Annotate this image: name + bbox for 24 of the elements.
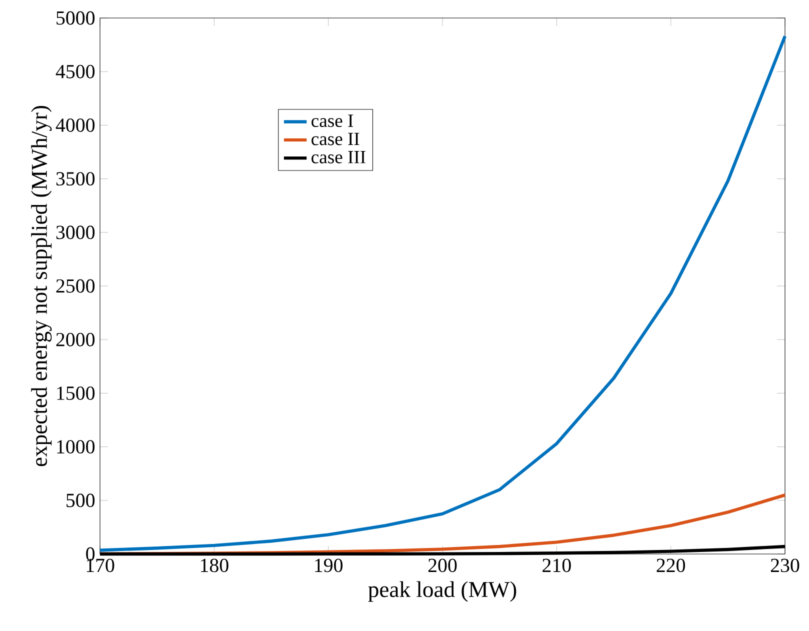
y-tick-label: 1500 xyxy=(57,386,95,400)
y-tick-label: 2000 xyxy=(56,332,95,346)
y-tick-label: 3000 xyxy=(56,226,95,240)
x-tick-label: 230 xyxy=(770,558,800,572)
y-tick-label: 1000 xyxy=(57,440,95,454)
y-tick-label: 500 xyxy=(66,494,95,508)
legend-label: case II xyxy=(312,132,360,146)
y-tick-label: 2500 xyxy=(56,279,95,293)
x-tick-label: 200 xyxy=(428,558,457,572)
x-tick-label: 190 xyxy=(315,558,343,572)
y-tick-label: 0 xyxy=(86,547,95,561)
x-tick-label: 210 xyxy=(542,558,571,572)
y-tick-label: 5000 xyxy=(56,11,95,25)
y-tick-label: 3500 xyxy=(56,172,95,186)
line-series xyxy=(98,34,787,552)
y-tick-label: 4500 xyxy=(56,64,95,78)
x-tick-label: 180 xyxy=(200,558,228,572)
x-axis-title: peak load (MW) xyxy=(368,581,516,602)
y-tick-label: 4000 xyxy=(56,118,95,132)
legend-label: case I xyxy=(312,114,354,128)
legend-label: case III xyxy=(312,150,366,164)
y-axis-title: expected energy not supplied (MWh/yr) xyxy=(31,106,52,466)
x-tick-label: 170 xyxy=(86,558,114,572)
x-tick-label: 220 xyxy=(656,558,686,572)
